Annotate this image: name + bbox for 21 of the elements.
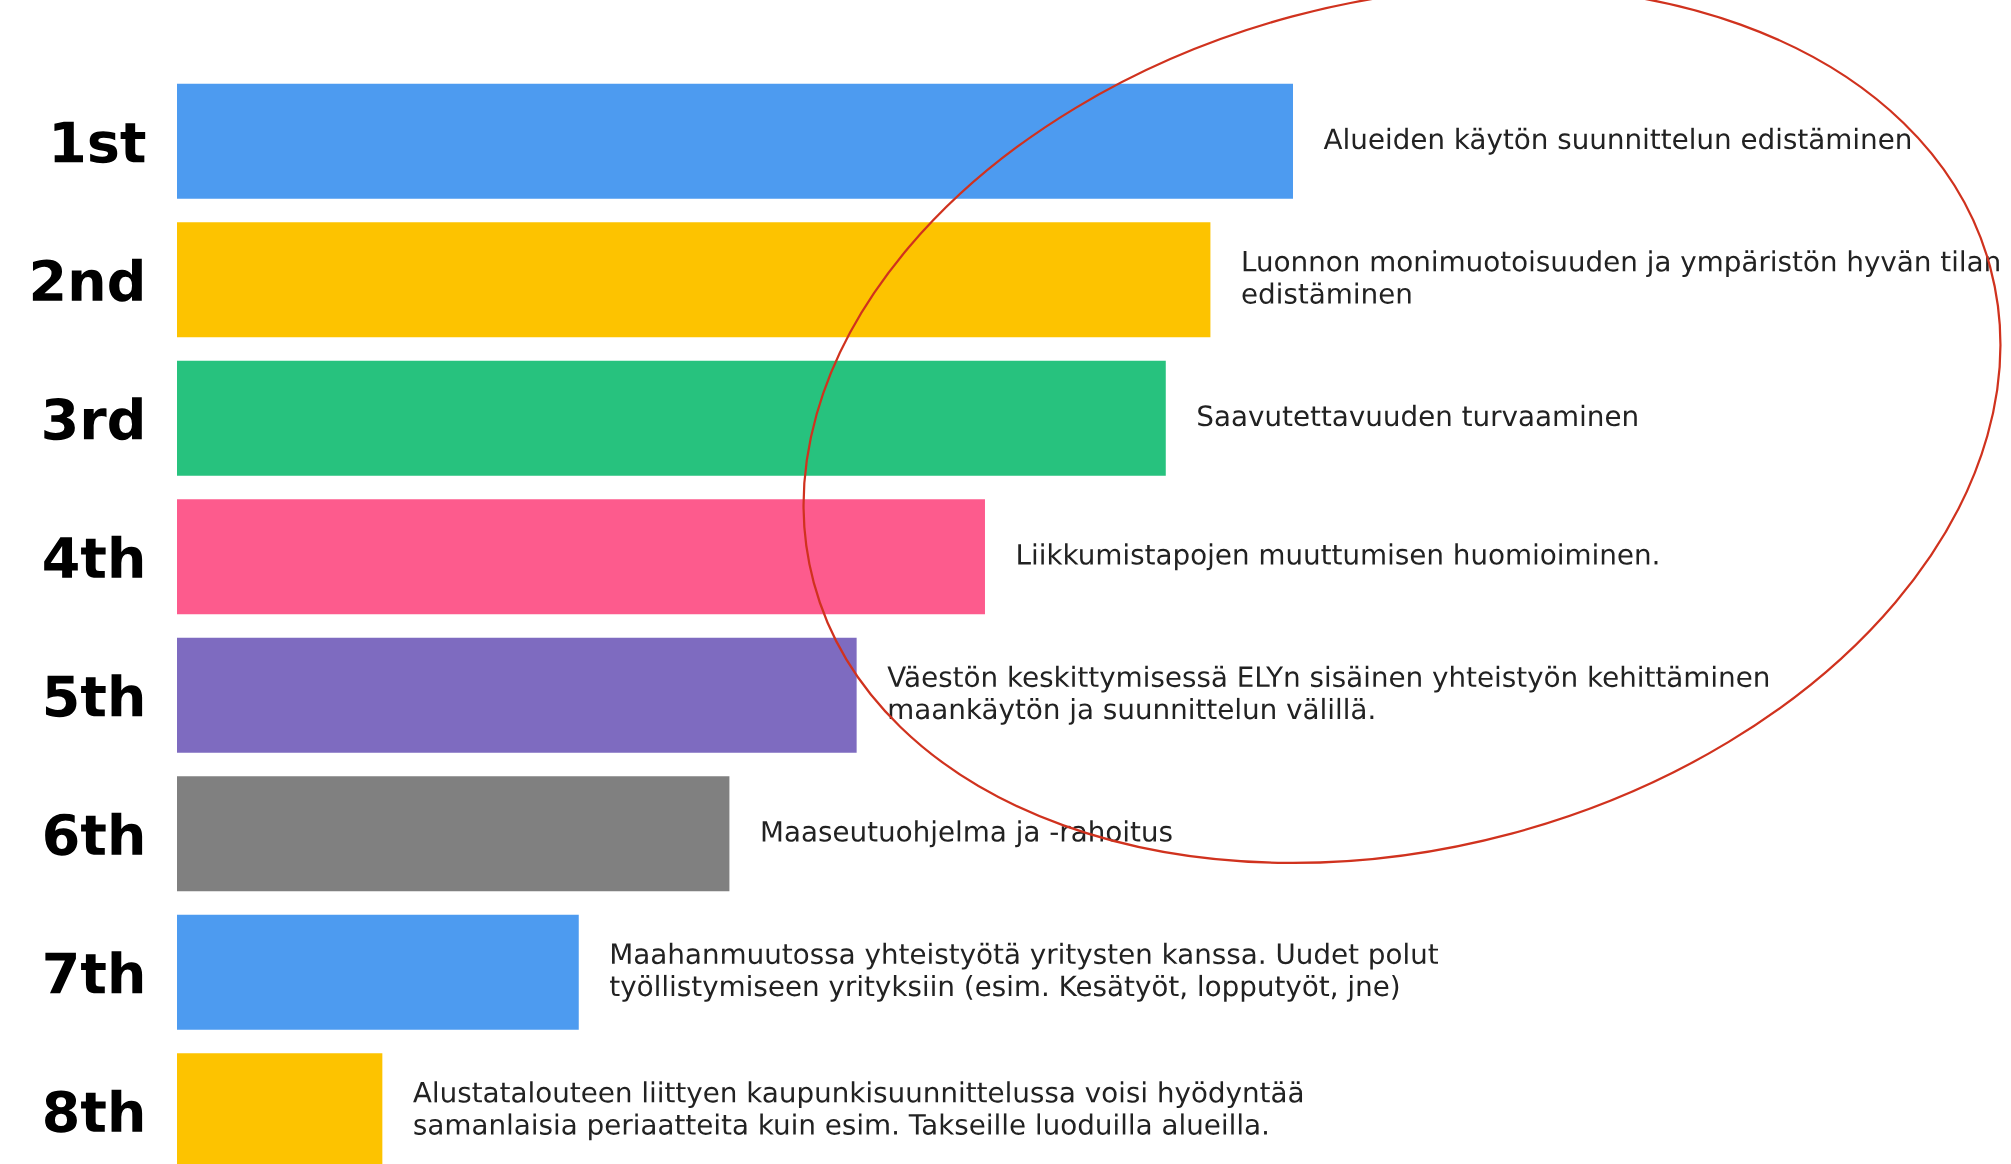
y-tick-label: 3rd <box>44 397 142 441</box>
bar <box>177 776 730 892</box>
y-tick-label: 7th <box>45 951 143 994</box>
annotation: Maahanmuutossa yhteistyötä yritysten kanssa. Uudet polut työllistymiseen yrityksiin (esim. Kesätyöt, lopputyöt, jne) <box>610 942 1438 1002</box>
y-tick-label: 2nd <box>32 258 142 302</box>
annotation: Alustatalouteen liittyen kaupunkisuunnittelussa voisi hyödyntää samanlaisia periaatteita kuin esim. Takseille luoduilla alueilla. <box>413 1081 1303 1141</box>
y-tick-label: 4th <box>44 535 143 578</box>
bar <box>177 360 1166 476</box>
y-tick-label: 6th <box>45 812 143 856</box>
y-tick-label: 8th <box>45 1089 143 1133</box>
annotation: Liikkumistapojen muuttumisen huomioiminen. <box>1018 543 1658 571</box>
annotation: Saavutettavuuden turvaaminen <box>1198 404 1637 427</box>
y-tick-label: 5th <box>45 674 143 718</box>
bar <box>177 83 1293 199</box>
bar <box>177 637 857 753</box>
annotation: Väestön keskittymisessä ELYn sisäinen yhteistyön kehittäminen maankäytön ja suunnittelun välillä. <box>887 665 1769 725</box>
bar <box>177 222 1211 338</box>
bar <box>177 499 985 615</box>
annotation: Alueiden käytön suunnittelun edistäminen <box>1323 127 1911 155</box>
y-tick-label: 1st <box>54 121 146 164</box>
bar <box>177 914 579 1030</box>
